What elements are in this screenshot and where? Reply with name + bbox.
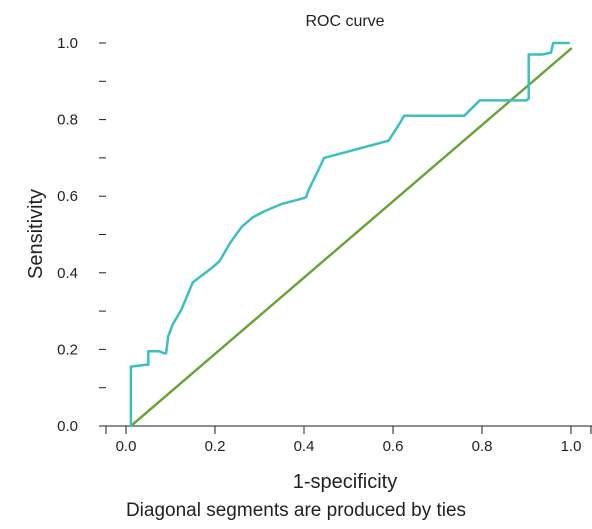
y-axis-label: Sensitivity <box>25 189 47 279</box>
chart-title: ROC curve <box>305 13 384 30</box>
x-axis-ticks: 0.0 0.2 0.4 0.6 0.8 1.0 <box>105 426 592 455</box>
y-tick-label: 0.2 <box>57 341 78 358</box>
y-tick-label: 0.0 <box>57 418 78 435</box>
y-tick-label: 0.8 <box>57 112 78 129</box>
plot-area <box>129 41 573 428</box>
chart-caption: Diagonal segments are produced by ties <box>125 500 467 521</box>
y-axis-ticks: 0.0 0.2 0.4 0.6 0.8 1.0 <box>57 35 106 435</box>
x-tick-label: 0.2 <box>205 438 226 455</box>
x-tick-label: 0.0 <box>116 438 137 455</box>
y-tick-label: 1.0 <box>57 35 78 52</box>
y-tick-label: 0.6 <box>57 188 78 205</box>
reference-diagonal-line <box>129 47 573 428</box>
roc-curve-line <box>129 41 571 428</box>
y-tick-label: 0.4 <box>57 265 78 282</box>
x-tick-label: 0.6 <box>383 438 404 455</box>
x-tick-label: 1.0 <box>561 438 582 455</box>
x-tick-label: 0.4 <box>294 438 315 455</box>
x-axis-label: 1-specificity <box>293 471 397 493</box>
x-tick-label: 0.8 <box>472 438 493 455</box>
